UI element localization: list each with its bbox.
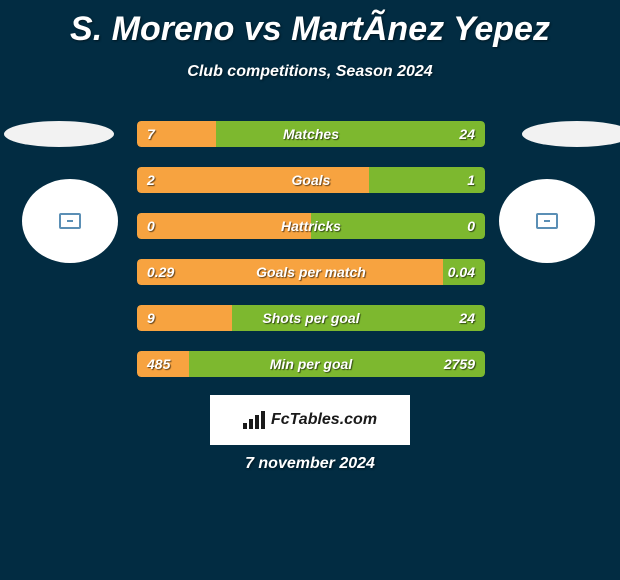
stat-row: 924Shots per goal (137, 305, 485, 331)
stat-label: Goals per match (137, 264, 485, 280)
stat-label: Shots per goal (137, 310, 485, 326)
stat-label: Goals (137, 172, 485, 188)
bars-icon (243, 411, 265, 429)
stat-row: 00Hattricks (137, 213, 485, 239)
player-right-flag-circle (499, 179, 595, 263)
stat-label: Hattricks (137, 218, 485, 234)
stat-bars: 724Matches 21Goals 00Hattricks 0.290.04Goal… (137, 121, 485, 397)
player-left-flag-circle (22, 179, 118, 263)
player-right-logo-placeholder (522, 121, 620, 147)
stat-label: Matches (137, 126, 485, 142)
brand-text: FcTables.com (271, 411, 377, 429)
stat-row: 724Matches (137, 121, 485, 147)
comparison-subtitle: Club competitions, Season 2024 (0, 63, 620, 81)
flag-icon (536, 213, 558, 229)
stat-row: 21Goals (137, 167, 485, 193)
stat-label: Min per goal (137, 356, 485, 372)
comparison-date: 7 november 2024 (0, 455, 620, 473)
brand-badge[interactable]: FcTables.com (210, 395, 410, 445)
player-left-logo-placeholder (4, 121, 114, 147)
comparison-title: S. Moreno vs MartÃ­nez Yepez (0, 0, 620, 49)
stat-row: 0.290.04Goals per match (137, 259, 485, 285)
stat-row: 4852759Min per goal (137, 351, 485, 377)
flag-icon (59, 213, 81, 229)
